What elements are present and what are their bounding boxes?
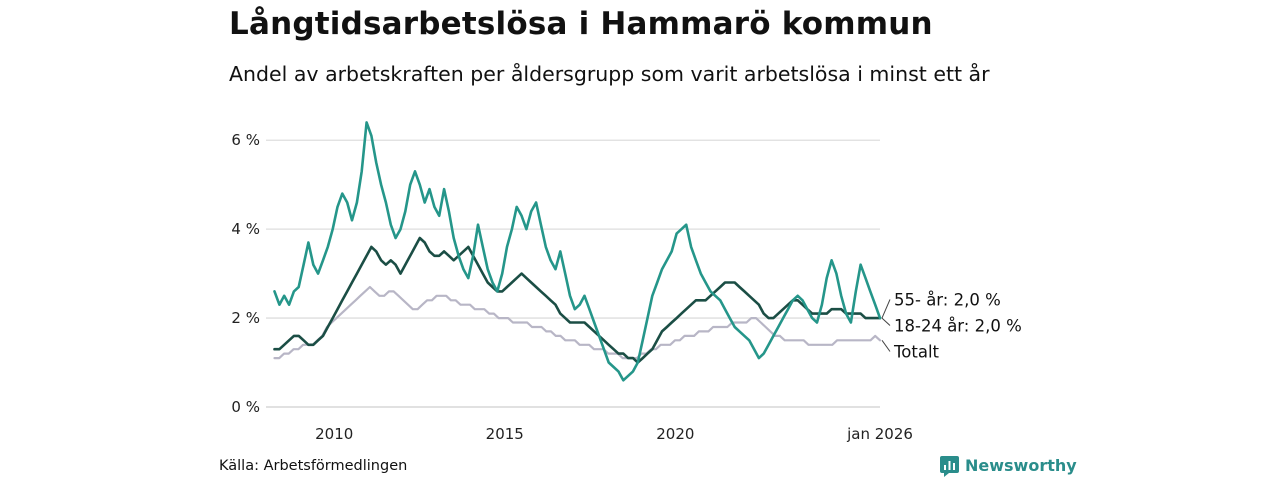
logo-chart-icon	[940, 456, 959, 477]
chart-title: Långtidsarbetslösa i Hammarö kommun	[229, 6, 933, 42]
x-tick-label: 2010	[315, 425, 353, 443]
end-label-18-24-r: 18-24 år: 2,0 %	[894, 316, 1022, 335]
end-label-leader	[881, 317, 891, 326]
y-tick-label: 6 %	[231, 131, 260, 149]
grid	[266, 139, 880, 408]
chart-subtitle: Andel av arbetskraften per åldersgrupp s…	[229, 62, 990, 86]
brand-name: Newsworthy	[965, 456, 1077, 475]
series-line-18-24-r	[273, 121, 882, 382]
newsworthy-logo: Newsworthy	[940, 456, 1077, 477]
series-line-55-r	[273, 236, 882, 364]
x-tick-label: 2020	[656, 425, 694, 443]
x-tick-label: jan 2026	[846, 425, 913, 443]
end-label-55-r: 55- år: 2,0 %	[894, 290, 1001, 309]
axes: 0 % 2 % 4 % 6 % 2010 2015 2020 jan 2026	[231, 131, 912, 443]
y-tick-label: 4 %	[231, 220, 260, 238]
end-label-leader	[881, 340, 891, 352]
end-label-leader	[881, 299, 891, 319]
y-tick-label: 0 %	[231, 398, 260, 416]
x-tick-label: 2015	[486, 425, 524, 443]
series-line-totalt	[273, 285, 882, 360]
y-tick-label: 2 %	[231, 309, 260, 327]
source-note: Källa: Arbetsförmedlingen	[219, 458, 408, 474]
series-lines	[273, 121, 882, 382]
end-label-totalt: Totalt	[893, 342, 940, 361]
series-end-labels: 55- år: 2,0 % 18-24 år: 2,0 % Totalt	[881, 290, 1022, 361]
